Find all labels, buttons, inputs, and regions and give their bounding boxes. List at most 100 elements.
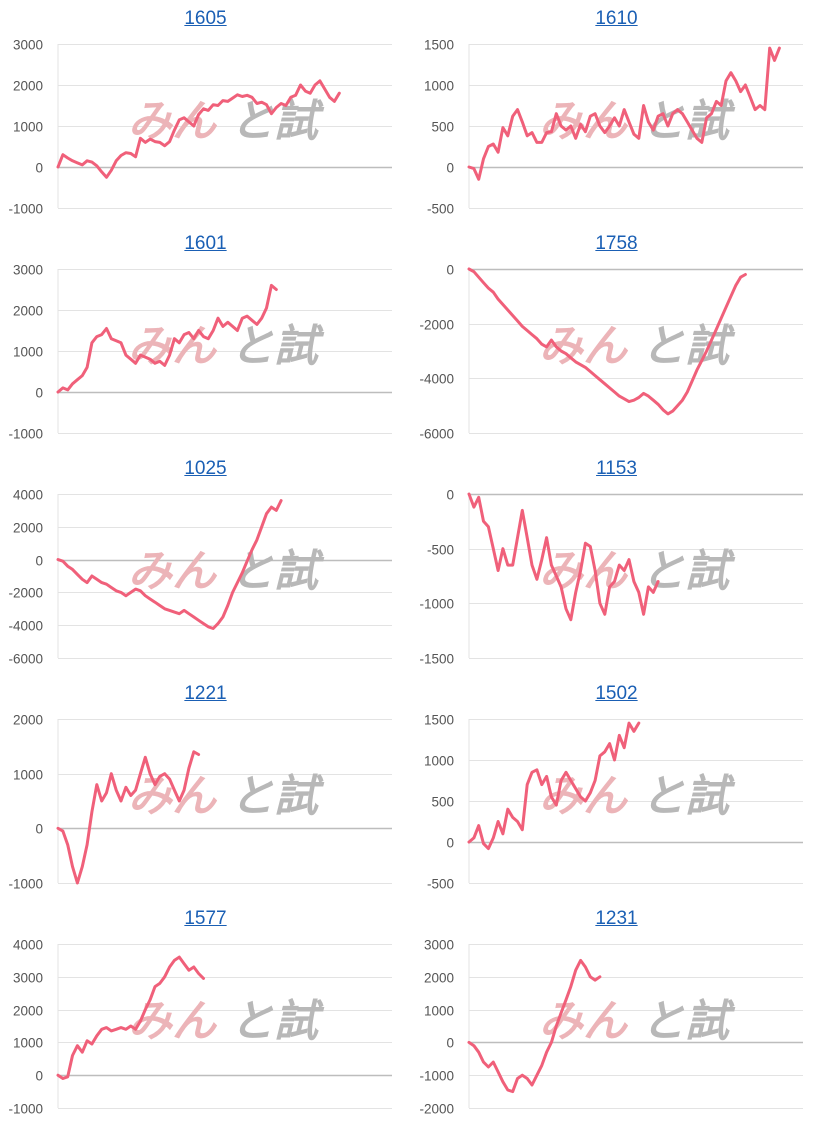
line-chart: 3000 2000 1000 0 -1000 -2000 みん と試: [419, 938, 803, 1117]
y-tick-label: 0: [446, 836, 454, 851]
watermark-logo: みん と試: [128, 96, 325, 147]
y-tick-label: 2000: [13, 1004, 43, 1019]
watermark-logo: みん と試: [539, 321, 736, 372]
series-line: [467, 721, 641, 851]
series-line: [467, 46, 781, 181]
y-tick-label: -1000: [419, 597, 454, 612]
y-tick-label: 0: [35, 822, 43, 837]
y-tick-label: 1000: [13, 1036, 43, 1051]
y-tick-label: 1500: [424, 38, 454, 53]
y-tick-label: -6000: [419, 427, 454, 442]
y-tick-label: 0: [446, 263, 454, 278]
chart-panel: 1605 3000 2000 1000 0 -1000 みん と試: [0, 0, 411, 225]
svg-text:と試: と試: [230, 771, 325, 822]
chart-title-link[interactable]: 1231: [595, 908, 638, 929]
series-line: [56, 955, 205, 1080]
chart-panel: 1577 4000 3000 2000 1000 0 -1000 みん と試: [0, 900, 411, 1125]
series-line: [56, 499, 283, 630]
series-line: [56, 750, 201, 885]
y-tick-label: -500: [427, 543, 454, 558]
watermark-logo: みん と試: [128, 771, 325, 822]
chart-title-link[interactable]: 1221: [184, 683, 227, 704]
series-line: [56, 283, 278, 394]
watermark-logo: みん と試: [128, 321, 325, 372]
svg-text:と試: と試: [230, 546, 325, 597]
svg-text:みん: みん: [539, 321, 629, 372]
svg-text:と試: と試: [641, 996, 736, 1047]
svg-text:と試: と試: [230, 321, 325, 372]
y-tick-label: 0: [35, 161, 43, 176]
chart-title-link[interactable]: 1025: [184, 458, 227, 479]
chart-panel: 1153 0 -500 -1000 -1500 みん と試: [411, 450, 822, 675]
series-line: [56, 79, 341, 179]
svg-text:みん: みん: [539, 771, 629, 822]
y-tick-label: -2000: [419, 1102, 454, 1117]
y-tick-label: 0: [35, 1069, 43, 1084]
y-tick-label: -1000: [8, 1102, 43, 1117]
y-tick-label: -2000: [8, 586, 43, 601]
y-tick-label: 0: [446, 488, 454, 503]
watermark-logo: みん と試: [539, 771, 736, 822]
line-chart: 1500 1000 500 0 -500 みん と試: [424, 713, 803, 892]
y-tick-label: -1500: [419, 652, 454, 667]
chart-title-link[interactable]: 1577: [184, 908, 227, 929]
y-tick-label: -1000: [419, 1069, 454, 1084]
y-tick-label: 2000: [13, 79, 43, 94]
chart-title-link[interactable]: 1601: [184, 233, 227, 254]
y-tick-label: 1000: [13, 345, 43, 360]
y-tick-label: 1000: [424, 79, 454, 94]
y-tick-label: 1000: [13, 120, 43, 135]
y-tick-label: 4000: [13, 938, 43, 953]
y-tick-label: 1000: [424, 1004, 454, 1019]
svg-text:と試: と試: [641, 546, 736, 597]
y-tick-label: -500: [427, 202, 454, 217]
chart-title-link[interactable]: 1502: [595, 683, 638, 704]
watermark-logo: みん と試: [128, 546, 325, 597]
chart-title-link[interactable]: 1758: [595, 233, 638, 254]
y-tick-label: -4000: [419, 372, 454, 387]
chart-title-link[interactable]: 1605: [184, 8, 227, 29]
y-tick-label: -1000: [8, 877, 43, 892]
chart-title-link[interactable]: 1153: [596, 458, 637, 479]
y-tick-label: 3000: [424, 938, 454, 953]
line-chart: 4000 3000 2000 1000 0 -1000 みん と試: [8, 938, 392, 1117]
y-tick-label: 500: [431, 795, 454, 810]
svg-text:と試: と試: [641, 321, 736, 372]
y-tick-label: -2000: [419, 318, 454, 333]
svg-text:みん: みん: [128, 96, 218, 147]
y-tick-label: 1000: [424, 754, 454, 769]
y-tick-label: -6000: [8, 652, 43, 667]
y-tick-label: 1500: [424, 713, 454, 728]
y-tick-label: 0: [446, 161, 454, 176]
series-line: [467, 492, 660, 622]
line-chart: 3000 2000 1000 0 -1000 みん と試: [8, 263, 392, 442]
y-tick-label: 3000: [13, 971, 43, 986]
series-line: [467, 958, 602, 1094]
svg-text:みん: みん: [128, 771, 218, 822]
series-line: [467, 267, 747, 416]
y-tick-label: 0: [35, 386, 43, 401]
y-tick-label: 2000: [424, 971, 454, 986]
y-tick-label: 0: [35, 554, 43, 569]
svg-text:みん: みん: [128, 996, 218, 1047]
chart-panel: 1502 1500 1000 500 0 -500 みん と試: [411, 675, 822, 900]
y-tick-label: 2000: [13, 304, 43, 319]
svg-text:と試: と試: [641, 771, 736, 822]
chart-title-link[interactable]: 1610: [595, 8, 638, 29]
svg-text:みん: みん: [128, 546, 218, 597]
y-tick-label: 3000: [13, 38, 43, 53]
line-chart: 0 -2000 -4000 -6000 みん と試: [419, 263, 803, 442]
chart-panel: 1221 2000 1000 0 -1000 みん と試: [0, 675, 411, 900]
y-tick-label: -1000: [8, 202, 43, 217]
y-tick-label: 2000: [13, 521, 43, 536]
y-tick-label: 3000: [13, 263, 43, 278]
y-tick-label: 4000: [13, 488, 43, 503]
y-tick-label: -1000: [8, 427, 43, 442]
y-tick-label: 2000: [13, 713, 43, 728]
chart-panel: 1758 0 -2000 -4000 -6000 みん と試: [411, 225, 822, 450]
chart-panel: 1610 1500 1000 500 0 -500 みん と試: [411, 0, 822, 225]
y-tick-label: -500: [427, 877, 454, 892]
line-chart: 4000 2000 0 -2000 -4000 -6000 みん と試: [8, 488, 392, 667]
